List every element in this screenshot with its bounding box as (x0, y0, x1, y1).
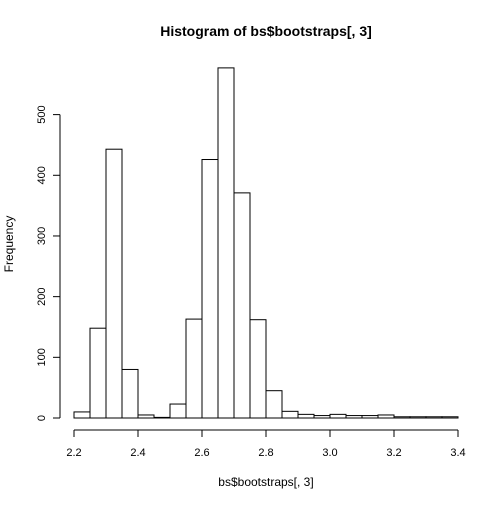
histogram-bar-19 (377, 414, 395, 419)
histogram-bar-10 (233, 192, 251, 419)
x-tick-label-6: 3.4 (450, 447, 465, 459)
x-axis: 2.2 2.4 2.6 2.8 3.0 3.2 3.4 (66, 429, 466, 459)
histogram-bar-22 (425, 416, 443, 419)
histogram-bar-21 (409, 416, 427, 419)
histogram-bar-23 (441, 416, 459, 419)
y-tick-label-1: 100 (36, 348, 48, 366)
x-tick-label-3: 2.8 (258, 447, 273, 459)
x-tick-label-1: 2.4 (130, 447, 145, 459)
chart-title: Histogram of bs$bootstraps[, 3] (160, 23, 372, 39)
histogram-bar-20 (393, 416, 411, 419)
histogram-bar-8 (201, 159, 219, 419)
histogram-bar-9 (217, 67, 235, 419)
y-tick-label-4: 400 (36, 166, 48, 184)
x-axis-label: bs$bootstraps[, 3] (218, 475, 313, 489)
histogram-bar-13 (281, 410, 299, 419)
histogram-bar-0 (73, 411, 91, 419)
histogram-bar-1 (89, 327, 107, 419)
histogram-bar-4 (137, 414, 155, 419)
histogram-bar-14 (297, 413, 315, 419)
bars-group (73, 67, 459, 419)
histogram-bar-18 (361, 415, 379, 419)
histogram-bar-17 (345, 415, 363, 419)
x-tick-label-5: 3.2 (386, 447, 401, 459)
histogram-bar-5 (153, 416, 171, 419)
y-tick-label-5: 500 (36, 105, 48, 123)
histogram-bar-6 (169, 403, 187, 419)
histogram-bar-11 (249, 319, 267, 419)
y-tick-label-3: 300 (36, 227, 48, 245)
y-tick-label-0: 0 (36, 415, 48, 421)
y-axis: 0 100 200 300 400 500 (36, 105, 61, 421)
x-tick-label-2: 2.6 (194, 447, 209, 459)
histogram-bar-7 (185, 318, 203, 419)
y-axis-label: Frequency (2, 216, 16, 273)
histogram-bar-3 (121, 368, 139, 419)
histogram-bar-12 (265, 390, 283, 419)
y-tick-label-2: 200 (36, 287, 48, 305)
histogram-bar-16 (329, 413, 347, 419)
x-tick-label-0: 2.2 (66, 447, 81, 459)
histogram-bar-15 (313, 415, 331, 419)
histogram-bar-2 (105, 148, 123, 419)
x-tick-label-4: 3.0 (322, 447, 337, 459)
